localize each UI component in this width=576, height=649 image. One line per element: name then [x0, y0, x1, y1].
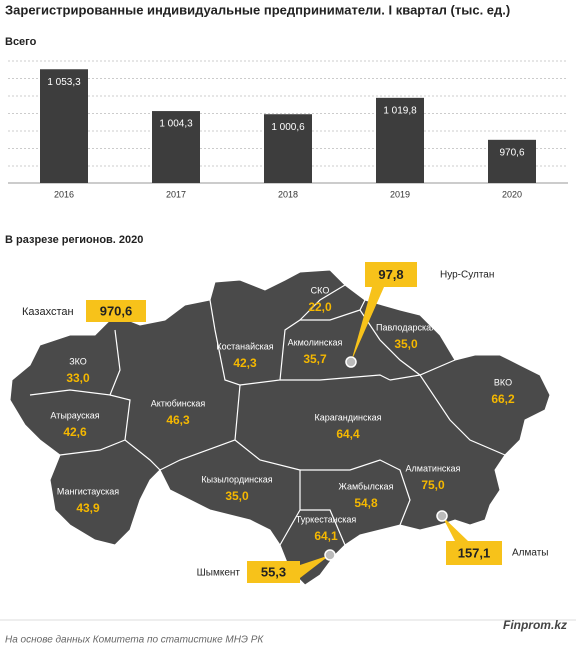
region-value: 46,3	[166, 413, 190, 427]
region-name: Алматинская	[406, 463, 461, 473]
region-name: Актюбинская	[151, 398, 206, 408]
callout-box	[446, 541, 502, 565]
callout-pointer	[442, 516, 468, 541]
region-value: 35,0	[225, 489, 249, 503]
region-name: Костанайская	[216, 341, 273, 351]
callout-pointer	[300, 555, 330, 578]
region-value: 64,1	[314, 529, 338, 543]
region-name: Карагандинская	[314, 412, 381, 422]
total-label: Казахстан	[22, 306, 74, 318]
city-dot	[436, 510, 448, 522]
region-value: 42,6	[63, 425, 87, 439]
region-name: ВКО	[494, 377, 512, 387]
bar	[40, 69, 88, 183]
region-value: 35,0	[394, 337, 418, 351]
country-shape	[9, 269, 551, 586]
region-value: 54,8	[354, 496, 378, 510]
region-value: 75,0	[421, 478, 445, 492]
callout-box	[247, 561, 300, 583]
city-value: 157,1	[458, 545, 491, 560]
value-label: 1 053,3	[47, 77, 81, 88]
city-name: Алматы	[512, 548, 549, 559]
city-name: Нур-Султан	[440, 270, 494, 281]
region-value: 66,2	[491, 392, 515, 406]
bar	[264, 114, 312, 183]
brand: Finprom.kz	[503, 618, 567, 632]
value-label: 1 000,6	[271, 122, 305, 133]
region-name: Павлодарская	[376, 322, 436, 332]
bar	[152, 111, 200, 183]
x-tick-label: 2016	[54, 189, 74, 199]
x-tick-label: 2018	[278, 189, 298, 199]
region-borders	[29, 284, 506, 546]
region-value: 64,4	[336, 427, 360, 441]
city-dot	[345, 356, 357, 368]
region-value: 43,9	[76, 501, 100, 515]
region-name: Туркестанская	[296, 514, 357, 524]
total-box	[86, 300, 146, 322]
city-dot	[324, 549, 336, 561]
region-value: 33,0	[66, 371, 90, 385]
callout-box	[365, 262, 417, 287]
region-value: 42,3	[233, 356, 257, 370]
chart-subtitle: Всего	[5, 36, 37, 48]
total-value: 970,6	[100, 303, 133, 318]
map-title: В разрезе регионов. 2020	[5, 234, 143, 246]
region-value: 22,0	[308, 300, 332, 314]
source: На основе данных Комитета по статистике …	[5, 635, 264, 646]
region-name: Кызылординская	[201, 474, 272, 484]
bar	[376, 97, 424, 183]
callout-pointer	[351, 287, 384, 362]
region-name: Атырауская	[50, 410, 99, 420]
city-value: 55,3	[261, 564, 286, 579]
region-name: Акмолинская	[288, 337, 343, 347]
city-name: Шымкент	[197, 568, 241, 579]
title: Зарегистрированные индивидуальные предпр…	[5, 2, 510, 17]
x-tick-label: 2019	[390, 189, 410, 199]
x-tick-label: 2020	[502, 189, 522, 199]
region-value: 35,7	[303, 352, 327, 366]
value-label: 970,6	[499, 147, 524, 158]
region-name: Жамбылская	[339, 481, 394, 491]
x-tick-label: 2017	[166, 189, 186, 199]
value-label: 1 019,8	[383, 105, 417, 116]
value-label: 1 004,3	[159, 119, 193, 130]
city-value: 97,8	[378, 267, 403, 282]
map: ЗКО 33,0 Атырауская 42,6 Мангистауская 43,9 Ак…	[9, 262, 551, 586]
region-name: СКО	[311, 285, 330, 295]
bar	[488, 139, 536, 183]
region-name: Мангистауская	[57, 486, 119, 496]
region-name: ЗКО	[69, 356, 87, 366]
